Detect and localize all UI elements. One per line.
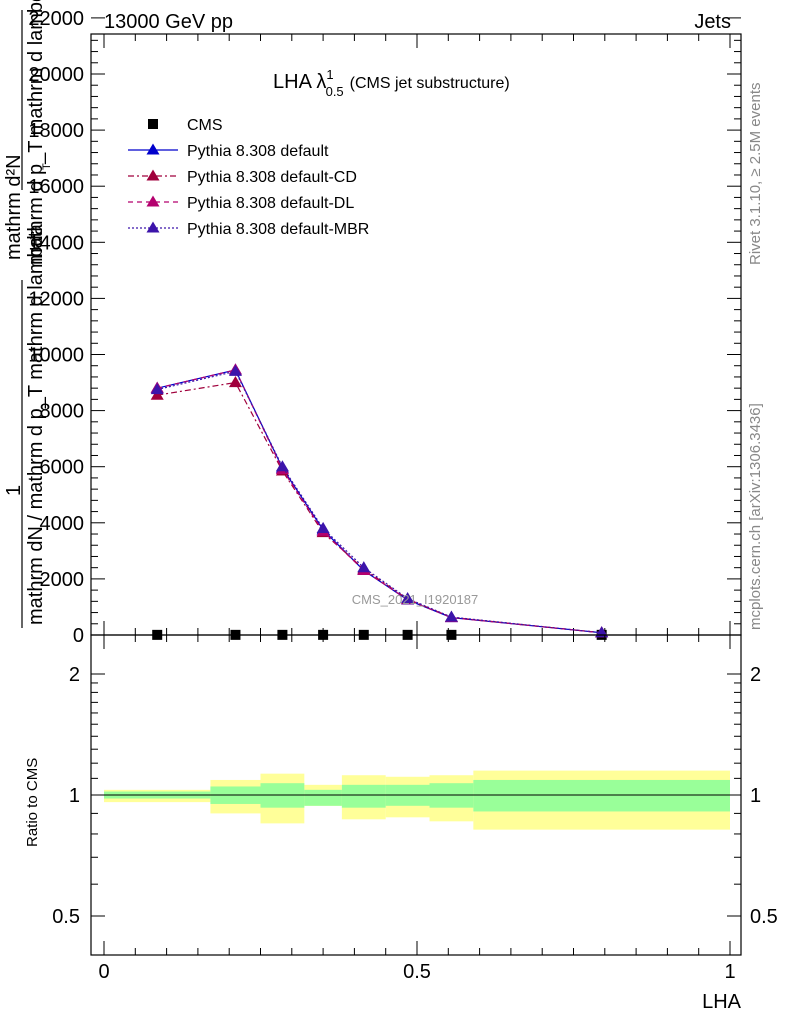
- data-point-triangle: [275, 460, 289, 472]
- y-tick-label: 0: [73, 625, 84, 647]
- y-tick-label: 8000: [40, 401, 85, 423]
- legend-marker-triangle: [146, 169, 160, 181]
- y-tick-label: 6000: [40, 457, 85, 479]
- ratio-y-tick-label-right: 0.5: [750, 906, 778, 928]
- ratio-y-tick-label: 1: [69, 785, 80, 807]
- ratio-x-tick-labels: 0 0.5 1: [98, 961, 735, 983]
- legend-label: Pythia 8.308 default-MBR: [187, 221, 369, 238]
- ratio-frame: [90, 634, 742, 956]
- ratio-y-tick-label: 2: [69, 664, 80, 686]
- legend-marker-square: [148, 119, 158, 129]
- y-tick-label: 10000: [28, 345, 84, 367]
- y-tick-label: 4000: [40, 513, 85, 535]
- x-tick-label: 0: [98, 961, 109, 983]
- data-point-triangle: [150, 388, 164, 400]
- ratio-ticks: [91, 635, 741, 955]
- y-tick-label: 16000: [28, 176, 84, 198]
- plot-title-main: LHA λ: [273, 71, 326, 93]
- ratio-y-tick-labels: 0.5 0.5 1 1 2 2: [52, 664, 778, 928]
- data-point-triangle: [228, 364, 242, 376]
- series-line: [157, 369, 602, 634]
- ratio-y-tick-label: 0.5: [52, 906, 80, 928]
- mcplots-label: mcplots.cern.ch [arXiv:1306.3436]: [747, 403, 764, 630]
- main-plot-panel: 0 2000 4000 6000 8000 10000 12000 14000 16000 180…: [3, 0, 742, 647]
- legend-label: CMS: [187, 117, 223, 134]
- y-label-numerator-one: 1: [3, 485, 25, 496]
- ratio-y-tick-label-right: 1: [750, 785, 761, 807]
- ratio-panel: 0.5 0.51 12 2 0 0.5 1 Ratio to CMS LHA: [24, 634, 778, 1013]
- plot-title-tail: (CMS jet substructure): [350, 75, 510, 92]
- ratio-band-stat: [473, 779, 730, 812]
- series-line: [157, 370, 602, 634]
- legend-marker-triangle: [146, 221, 160, 233]
- data-point-triangle: [150, 383, 164, 395]
- legend-label: Pythia 8.308 default: [187, 143, 329, 160]
- legend: CMS Pythia 8.308 default Pythia 8.308 defa…: [128, 117, 369, 238]
- legend-entry: Pythia 8.308 default-MBR: [128, 221, 369, 238]
- x-tick-label: 0.5: [403, 961, 431, 983]
- analysis-watermark: CMS_2021_I1920187: [352, 592, 479, 607]
- rivet-version-label: Rivet 3.1.10, ≥ 2.5M events: [747, 83, 764, 266]
- legend-entry: Pythia 8.308 default-DL: [128, 195, 354, 212]
- main-plot-y-tick-labels: 0 2000 4000 6000 8000 10000 12000 14000 16000 180…: [28, 8, 84, 647]
- ratio-band-stat: [341, 784, 386, 808]
- legend-marker-triangle: [146, 195, 160, 207]
- data-point-triangle: [228, 376, 242, 388]
- series-4: [150, 364, 609, 638]
- data-point-triangle: [357, 561, 371, 573]
- ratio-band-stat: [304, 789, 342, 806]
- x-tick-label: 1: [724, 961, 735, 983]
- y-label-line-1: mathrm d²N: [3, 154, 25, 260]
- ratio-y-tick-label-right: 2: [750, 664, 761, 686]
- y-tick-label: 2000: [40, 569, 85, 591]
- legend-marker-triangle: [146, 143, 160, 155]
- y-label-line-2: mathrm d p_T mathrm d lambda: [25, 0, 47, 265]
- y-label-line-3: mathrm dN / mathrm d p_T mathrm d lambda: [25, 223, 47, 625]
- data-point-triangle: [316, 521, 330, 533]
- y-label-pt-subscript: T: [41, 163, 53, 170]
- y-tick-label: 20000: [28, 64, 84, 86]
- data-point-triangle: [444, 610, 458, 622]
- main-plot-ticks: [91, 17, 741, 636]
- plot-title-sup: 1: [326, 67, 333, 82]
- legend-entry: CMS: [148, 117, 223, 134]
- legend-label: Pythia 8.308 default-CD: [187, 169, 357, 186]
- x-axis-label: LHA: [702, 991, 742, 1013]
- y-tick-label: 12000: [28, 288, 84, 310]
- main-y-axis-label: 1 mathrm d²N mathrm d p_T mathrm d lambd…: [3, 0, 53, 628]
- y-tick-label: 14000: [28, 232, 84, 254]
- header-right: Jets: [694, 11, 731, 33]
- ratio-y-axis-label: Ratio to CMS: [24, 758, 41, 847]
- legend-entry: Pythia 8.308 default-CD: [128, 169, 357, 186]
- legend-entry: Pythia 8.308 default: [128, 143, 329, 160]
- legend-label: Pythia 8.308 default-DL: [187, 195, 354, 212]
- y-tick-label: 18000: [28, 120, 84, 142]
- header-left: 13000 GeV pp: [104, 11, 233, 33]
- y-tick-label: 22000: [28, 8, 84, 30]
- plot-title-sub: 0.5: [326, 84, 344, 99]
- data-point-triangle: [401, 592, 415, 604]
- plot-title: LHA λ1 0.5 (CMS jet substructure): [273, 67, 510, 99]
- ratio-bands: [104, 770, 730, 830]
